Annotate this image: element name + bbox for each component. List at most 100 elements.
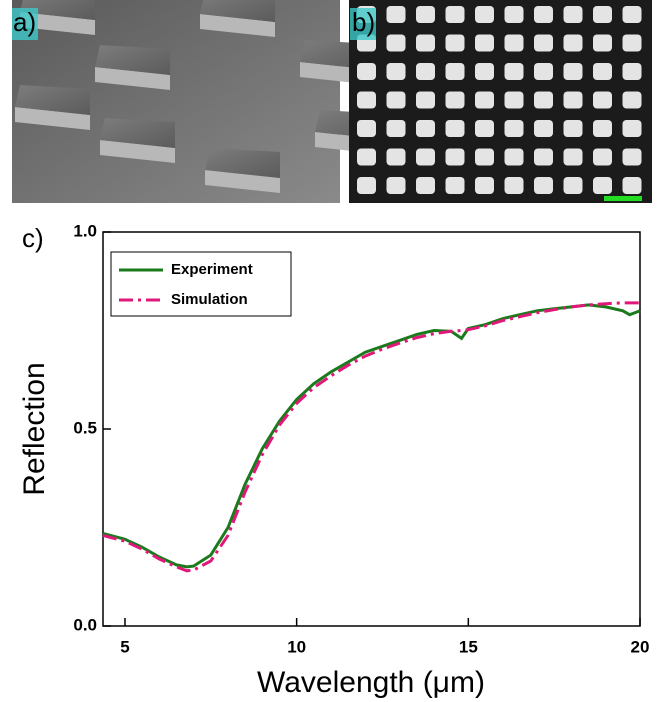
pillar	[534, 148, 553, 166]
pillar-top	[15, 85, 90, 115]
x-axis-label: Wavelength (μm)	[257, 666, 485, 699]
x-tick-label: 20	[631, 637, 650, 656]
pillar-top	[100, 118, 175, 148]
pillar-side	[200, 14, 275, 37]
pillar	[416, 6, 435, 23]
panel-label: b)	[352, 7, 375, 37]
pillar	[563, 120, 583, 137]
pillar	[386, 34, 406, 52]
pillar	[563, 177, 583, 194]
pillar	[534, 63, 553, 80]
pillar	[622, 6, 642, 23]
label-highlight	[350, 8, 376, 40]
pillar	[357, 177, 376, 194]
pillar	[504, 148, 524, 166]
pillar	[475, 177, 494, 194]
pillar	[357, 63, 376, 80]
pillar	[563, 63, 583, 80]
pillar	[534, 6, 553, 23]
pillar-top	[95, 45, 170, 75]
panel-label: a)	[13, 7, 36, 37]
pillar	[593, 120, 612, 137]
pillar	[622, 120, 642, 137]
pillar	[445, 177, 465, 194]
pillar	[445, 91, 465, 109]
scale-bar	[604, 196, 642, 201]
label-highlight	[12, 8, 38, 40]
pillar	[563, 6, 583, 23]
pillar	[534, 91, 553, 109]
pillar-side	[205, 170, 280, 193]
y-tick-label: 0.0	[73, 615, 97, 634]
x-tick-label: 5	[120, 637, 129, 656]
pillar	[445, 6, 465, 23]
pillar	[593, 6, 612, 23]
pillar	[622, 63, 642, 80]
y-tick-label: 0.5	[73, 418, 97, 437]
pillar	[475, 63, 494, 80]
sem-image-b	[349, 0, 652, 203]
pillar-side	[20, 12, 95, 35]
legend-label: Experiment	[171, 261, 253, 278]
pillar	[475, 91, 494, 109]
pillar	[622, 34, 642, 52]
pillar	[475, 148, 494, 166]
pillar	[622, 177, 642, 194]
pillar	[534, 34, 553, 52]
pillar	[386, 6, 406, 23]
pillar	[475, 34, 494, 52]
legend-box	[110, 251, 292, 317]
pillar	[534, 177, 553, 194]
legend-label: Simulation	[171, 291, 248, 308]
pillar	[504, 177, 524, 194]
series-line	[102, 301, 640, 573]
pillar	[357, 120, 376, 137]
pillar	[593, 63, 612, 80]
pillar	[593, 177, 612, 194]
pillar	[416, 148, 435, 166]
pillar	[416, 91, 435, 109]
pillar	[504, 91, 524, 109]
pillar	[593, 148, 612, 166]
pillar-side	[95, 67, 170, 90]
pillar	[534, 120, 553, 137]
pillar-top	[20, 0, 95, 20]
x-tick-label: 15	[459, 637, 478, 656]
pillar	[504, 34, 524, 52]
pillar	[445, 120, 465, 137]
pillar	[622, 91, 642, 109]
pillar	[386, 148, 406, 166]
pillar	[622, 148, 642, 166]
pillar	[386, 177, 406, 194]
pillar	[416, 120, 435, 137]
pillar	[504, 63, 524, 80]
pillar	[475, 120, 494, 137]
pillar	[386, 63, 406, 80]
pillar-top	[205, 148, 280, 178]
y-axis-label: Reflection	[18, 362, 51, 495]
x-tick-label: 10	[287, 637, 306, 656]
pillar-top	[200, 0, 275, 22]
sem-image-a	[12, 0, 390, 203]
pillar	[593, 91, 612, 109]
pillar	[563, 34, 583, 52]
pillar	[357, 148, 376, 166]
pillar	[475, 6, 494, 23]
pillar-side	[100, 140, 175, 163]
pillar	[386, 91, 406, 109]
pillar	[416, 177, 435, 194]
pillar	[563, 91, 583, 109]
y-tick-label: 1.0	[73, 221, 97, 240]
series-line	[102, 303, 641, 569]
pillar	[504, 120, 524, 137]
pillar	[445, 148, 465, 166]
pillar	[504, 6, 524, 23]
pillar	[563, 148, 583, 166]
pillar	[416, 34, 435, 52]
pillar	[416, 63, 435, 80]
pillar	[386, 120, 406, 137]
pillar	[445, 63, 465, 80]
pillar-side	[15, 107, 90, 130]
pillar	[593, 34, 612, 52]
